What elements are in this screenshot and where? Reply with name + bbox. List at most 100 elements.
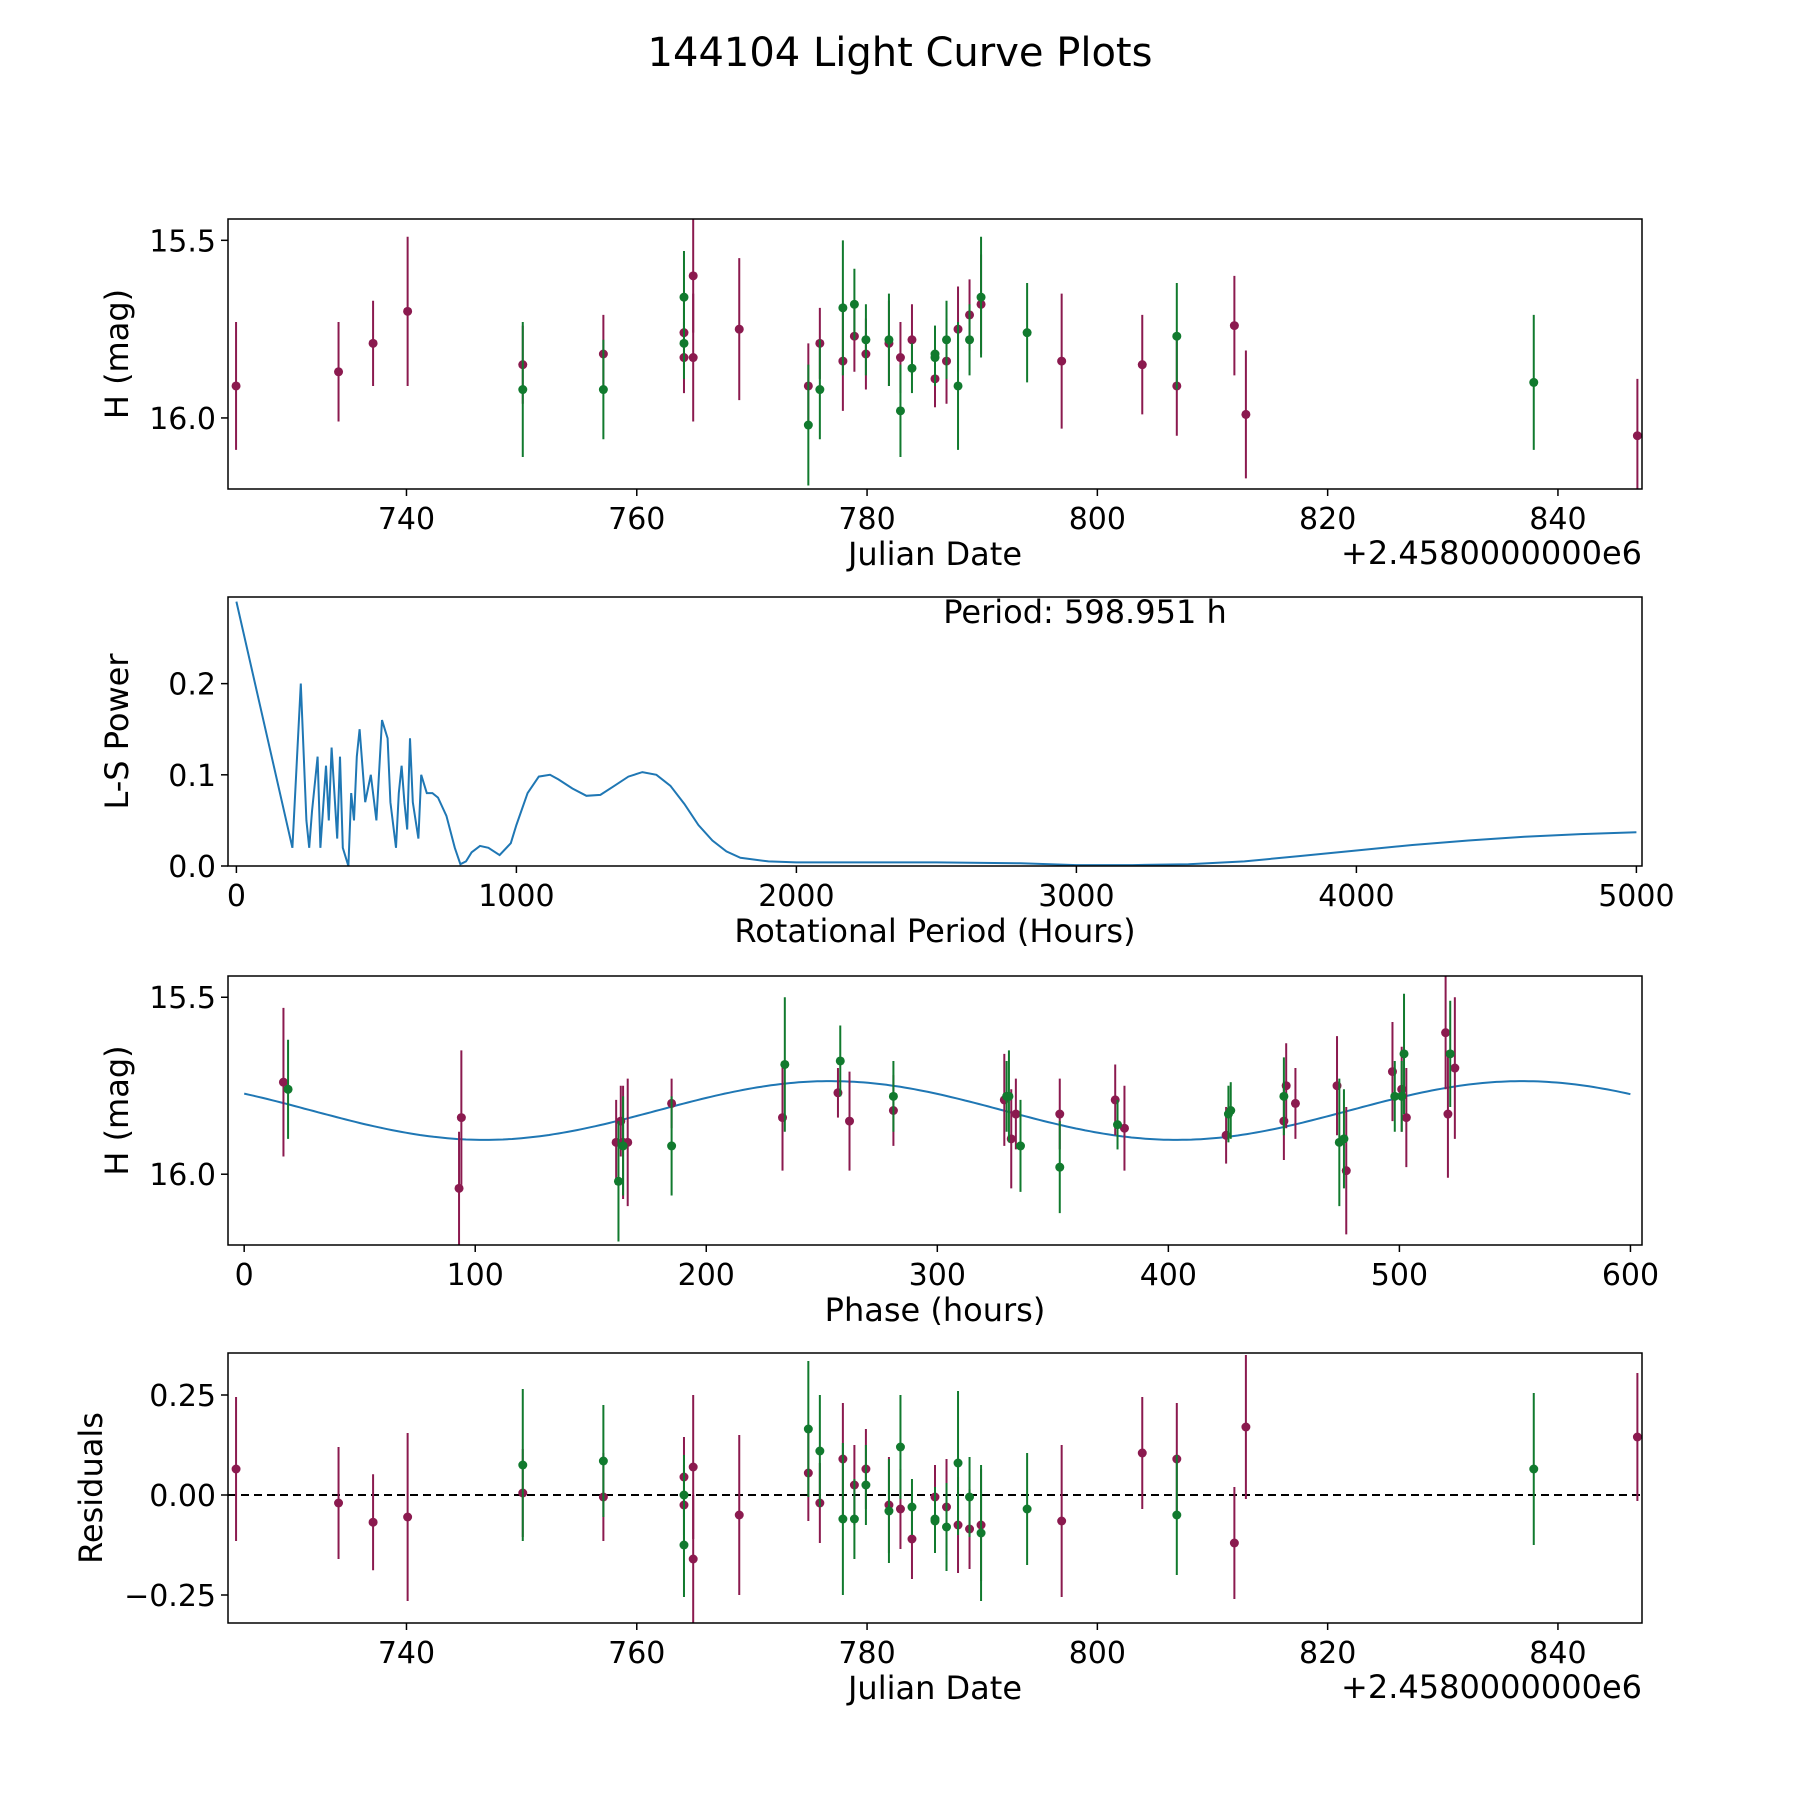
plot-area: [231, 219, 1642, 489]
data-point: [283, 1084, 293, 1094]
x-tick-label: 300: [909, 1258, 966, 1293]
data-point: [815, 385, 825, 395]
periodogram-line: [235, 601, 1637, 866]
data-point: [884, 335, 894, 345]
data-point: [861, 1480, 871, 1490]
data-point: [930, 349, 940, 359]
data-point: [1529, 377, 1539, 387]
data-point: [598, 385, 608, 395]
y-tick-label: 0.0: [168, 850, 216, 885]
y-axis-label: H (mag): [98, 1045, 136, 1175]
axes-frame: [227, 218, 1643, 490]
data-point: [953, 381, 963, 391]
y-axis-label: L-S Power: [98, 653, 136, 810]
residuals-panel: 740 760 780 800 820 840 0.25 0.00 −0.25 Julian Da…: [72, 1352, 1643, 1707]
data-point: [849, 299, 859, 309]
x-tick-label: 780: [838, 502, 895, 537]
x-tick-label: 0: [235, 1258, 254, 1293]
data-point: [454, 1183, 464, 1193]
y-tick-label: 16.0: [149, 1158, 216, 1193]
data-point: [1022, 1504, 1032, 1514]
x-tick-label: 820: [1299, 502, 1356, 537]
data-point: [1229, 321, 1239, 331]
data-point: [679, 338, 689, 348]
data-point: [518, 1460, 528, 1470]
x-axis-label: Phase (hours): [825, 1291, 1046, 1329]
data-point: [456, 1113, 466, 1123]
data-point: [1397, 1091, 1407, 1101]
data-point: [679, 1490, 689, 1500]
data-point: [278, 1077, 288, 1087]
axes-frame: [227, 1352, 1643, 1624]
y-tick-label: −0.25: [124, 1579, 216, 1614]
data-point: [861, 335, 871, 345]
x-tick-label: 5000: [1598, 879, 1674, 914]
data-point: [1290, 1098, 1300, 1108]
data-point: [1011, 1109, 1021, 1119]
y-axis-label: H (mag): [98, 289, 136, 419]
data-point: [688, 1554, 698, 1564]
data-point: [598, 1456, 608, 1466]
x-tick-label: 400: [1140, 1258, 1197, 1293]
data-point: [838, 1514, 848, 1524]
data-point: [679, 292, 689, 302]
data-point: [965, 1492, 975, 1502]
x-tick-label: 100: [447, 1258, 504, 1293]
data-point: [1226, 1106, 1236, 1115]
x-tick-label: 740: [378, 1636, 435, 1671]
data-point: [1401, 1113, 1411, 1123]
data-point: [845, 1116, 855, 1126]
data-point: [780, 1059, 790, 1069]
x-tick-label: 760: [608, 1636, 665, 1671]
phase-folded-panel: 0 100 200 300 400 500 600 16.0 15.5 Phase (hours)…: [98, 975, 1659, 1329]
data-point: [403, 1512, 413, 1522]
data-point: [1057, 1516, 1067, 1526]
data-point: [1137, 360, 1147, 370]
x-tick-label: 780: [838, 1636, 895, 1671]
data-point: [1241, 409, 1251, 419]
data-point: [884, 1506, 894, 1516]
data-point: [942, 335, 952, 345]
x-tick-label: 840: [1529, 502, 1586, 537]
x-tick-label: 3000: [1038, 879, 1114, 914]
data-point: [688, 353, 698, 363]
data-point: [803, 1424, 813, 1434]
data-point: [895, 406, 905, 416]
y-tick-label: 15.5: [149, 981, 216, 1016]
x-tick-label: 600: [1602, 1258, 1659, 1293]
data-point: [1057, 356, 1067, 366]
data-point: [838, 303, 848, 313]
x-axis-offset-label: +2.4580000000e6: [1341, 1668, 1642, 1706]
data-point: [1441, 1028, 1451, 1038]
data-point: [618, 1141, 628, 1151]
y-tick-label: 0.2: [168, 668, 216, 703]
data-point: [953, 1458, 963, 1468]
data-point: [1241, 1422, 1251, 1432]
data-point: [888, 1091, 898, 1101]
figure-title: 144104 Light Curve Plots: [648, 30, 1153, 76]
data-point: [1445, 1049, 1455, 1059]
y-tick-label: 16.0: [149, 402, 216, 437]
x-axis-label: Julian Date: [846, 1669, 1022, 1707]
data-point: [368, 338, 378, 348]
x-tick-label: 820: [1299, 1636, 1356, 1671]
x-tick-label: 2000: [758, 879, 834, 914]
x-tick-label: 0: [227, 879, 246, 914]
data-point: [1632, 1432, 1642, 1442]
x-tick-label: 200: [678, 1258, 735, 1293]
data-point: [334, 1498, 344, 1508]
data-point: [895, 1442, 905, 1452]
data-point: [803, 420, 813, 430]
data-point: [1137, 1448, 1147, 1458]
x-tick-label: 1000: [478, 879, 554, 914]
data-point: [976, 292, 986, 302]
plot-area: [228, 1355, 1642, 1623]
y-tick-label: 0.25: [149, 1379, 216, 1414]
data-point: [667, 1141, 677, 1151]
data-point: [334, 367, 344, 377]
data-point: [1055, 1109, 1065, 1119]
data-point: [907, 1534, 917, 1544]
data-point: [895, 353, 905, 363]
data-point: [734, 324, 744, 334]
